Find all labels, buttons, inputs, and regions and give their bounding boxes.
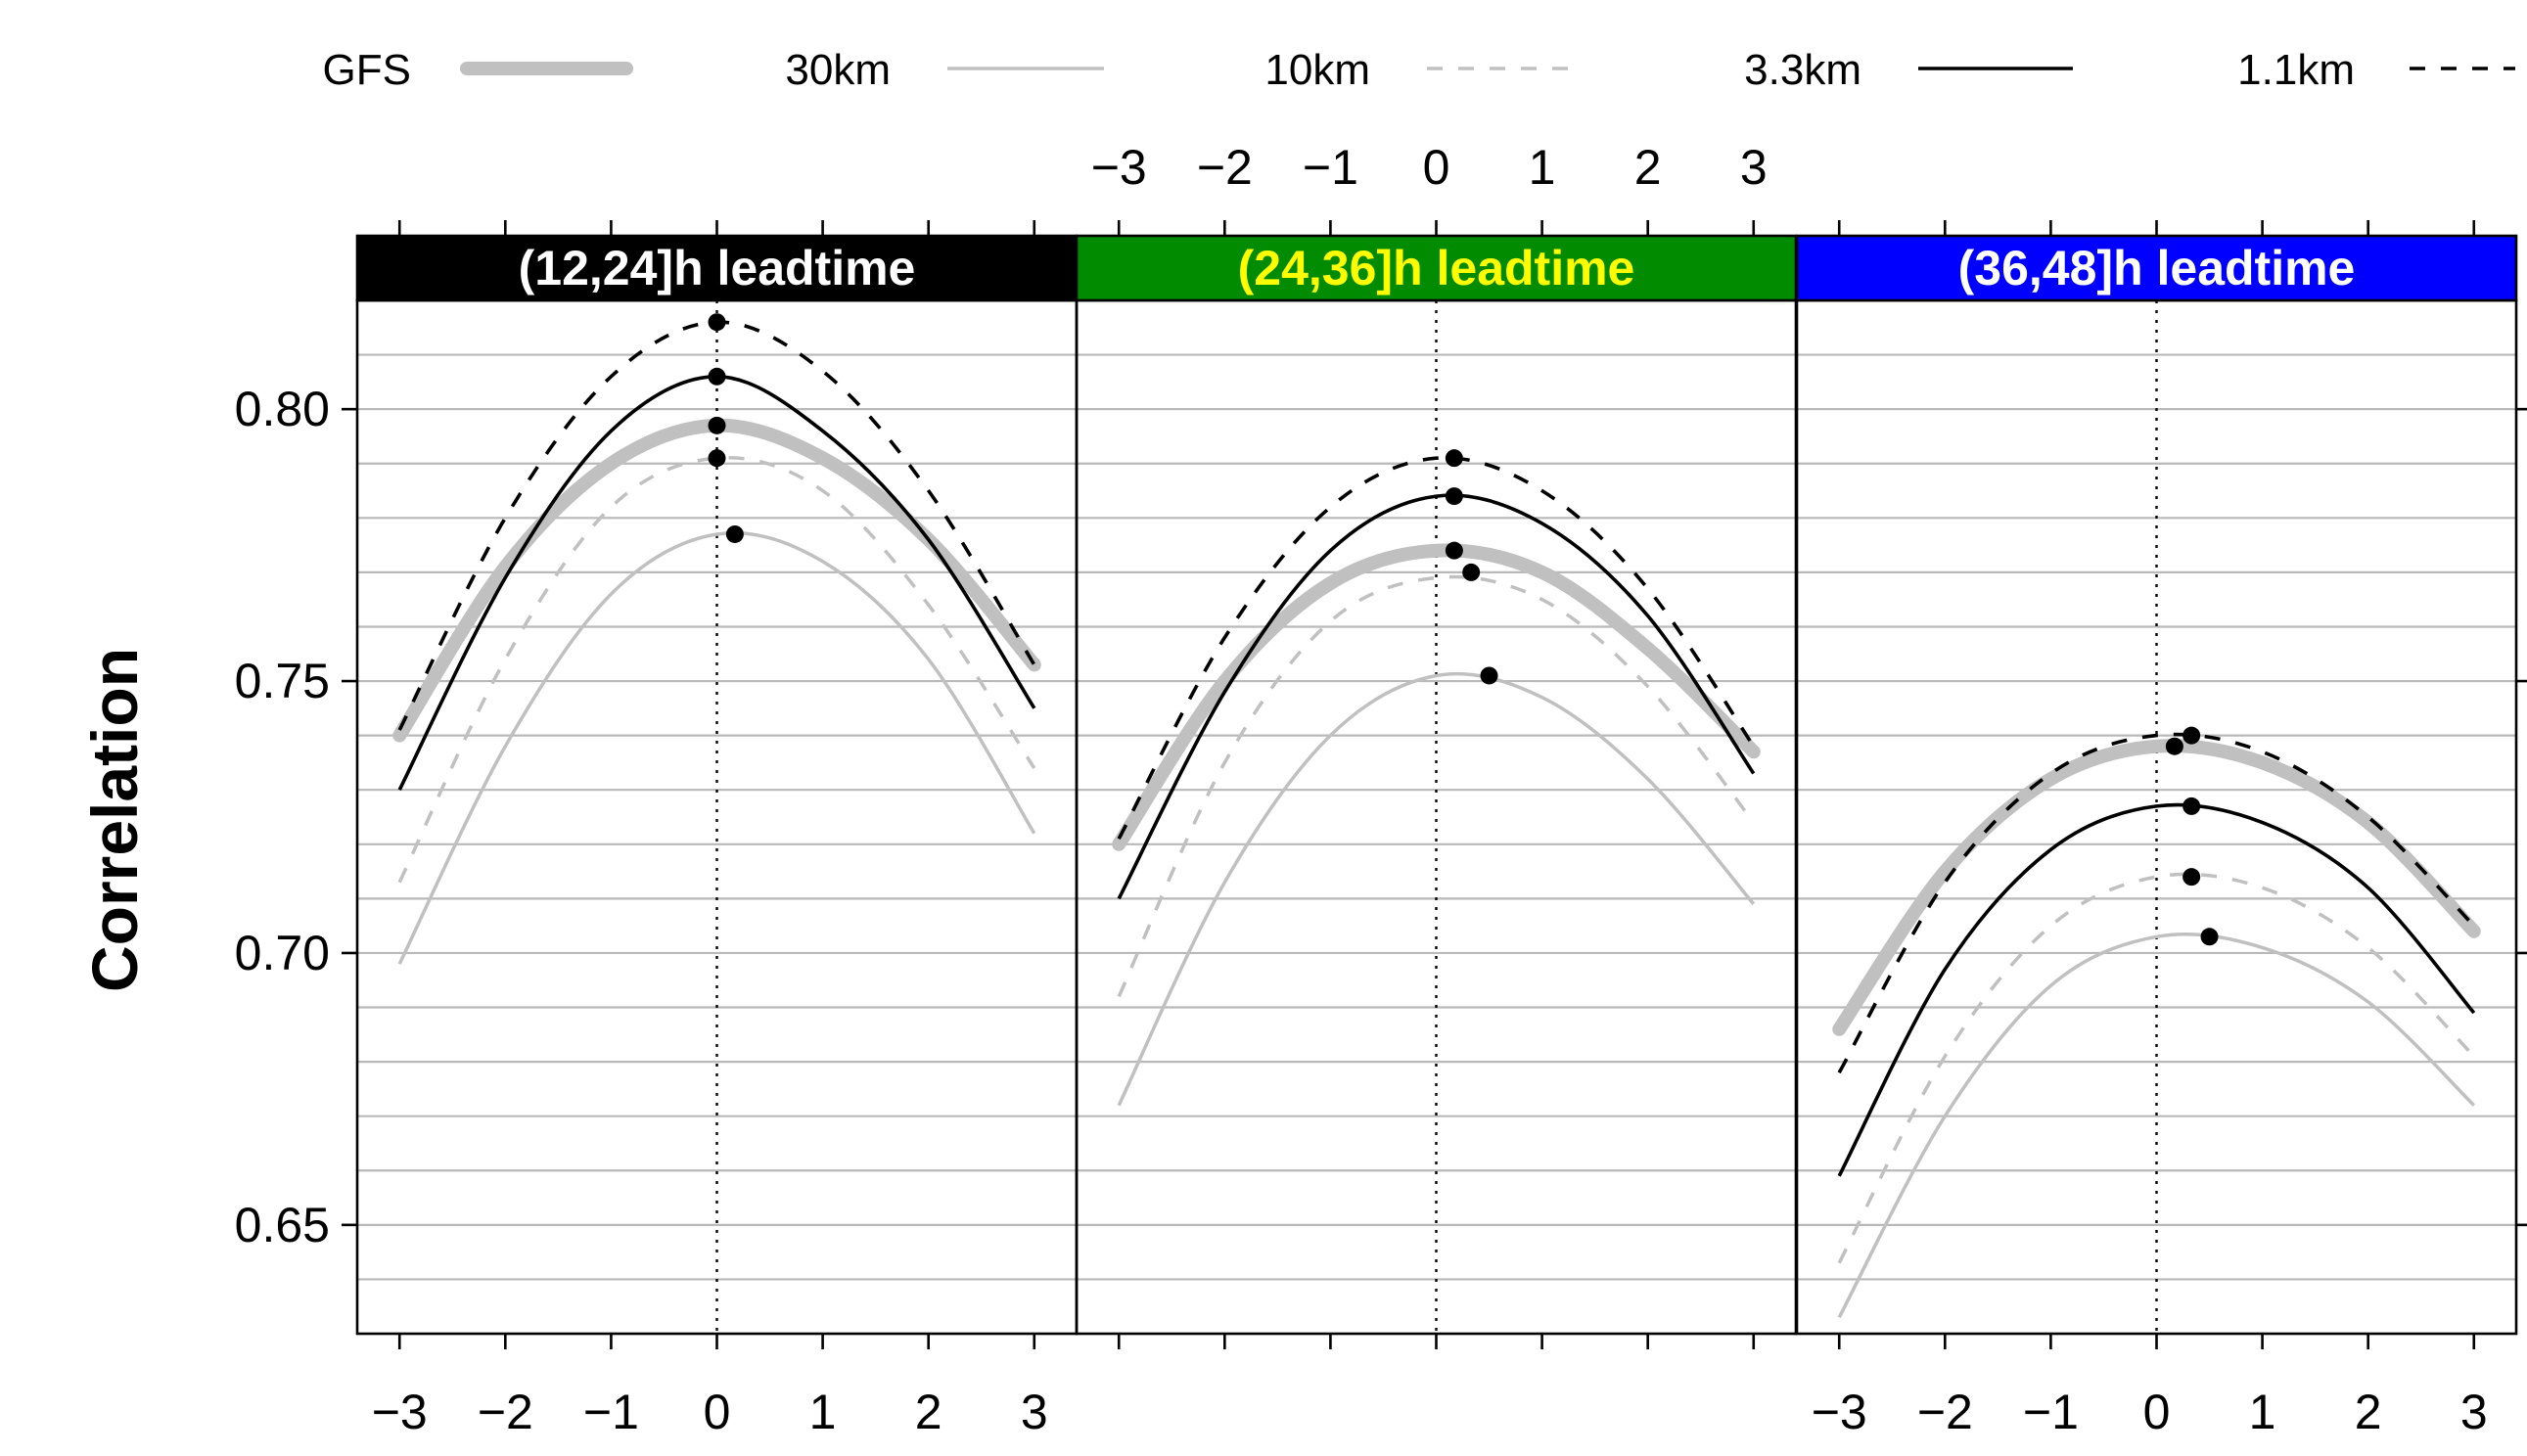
legend-item-gfs: GFS bbox=[323, 46, 633, 94]
x-tick-label: −2 bbox=[1197, 140, 1253, 195]
series-line-gfs bbox=[1832, 739, 2481, 1036]
legend-label: 30km bbox=[785, 46, 891, 94]
y-tick-label: 0.65 bbox=[235, 1198, 330, 1252]
panel-strip-label: (12,24]h leadtime bbox=[519, 241, 916, 296]
x-tick-label: −3 bbox=[1091, 140, 1147, 195]
x-tick-label: 2 bbox=[2355, 1385, 2382, 1439]
series-line-10km bbox=[1837, 872, 2476, 1264]
legend-item-3-3km: 3.3km bbox=[1744, 46, 2073, 94]
panel-strip bbox=[355, 234, 1079, 302]
series-line-1-1km bbox=[1117, 456, 1756, 841]
legend-item-30km: 30km bbox=[785, 46, 1104, 94]
x-tick-label: 0 bbox=[2143, 1385, 2171, 1439]
peak-point-gfs bbox=[2165, 737, 2183, 755]
peak-point-10km bbox=[2182, 868, 2201, 887]
x-tick-label: −3 bbox=[1812, 1385, 1867, 1439]
x-tick-label: 1 bbox=[2249, 1385, 2276, 1439]
panel-2: (24,36]h leadtime bbox=[1075, 220, 1798, 1349]
panel-strip bbox=[1795, 234, 2518, 302]
peak-point-10km bbox=[708, 449, 726, 468]
x-tick-label: −2 bbox=[1917, 1385, 1973, 1439]
series-line-gfs bbox=[1112, 543, 1761, 851]
x-tick-label: −3 bbox=[372, 1385, 428, 1439]
legend-item-1-1km: 1.1km bbox=[2237, 46, 2515, 94]
y-tick-label: 0.80 bbox=[235, 382, 330, 436]
x-tick-label: 1 bbox=[809, 1385, 837, 1439]
peak-point-3-3km bbox=[708, 367, 726, 386]
series-line-3-3km bbox=[1837, 802, 2476, 1177]
panel-frame bbox=[1075, 298, 1798, 1336]
legend-label: 1.1km bbox=[2237, 46, 2355, 94]
peak-point-1-1km bbox=[708, 313, 726, 332]
x-tick-label: 3 bbox=[1740, 140, 1768, 195]
x-tick-label: 0 bbox=[1423, 140, 1450, 195]
peak-point-10km bbox=[1462, 563, 1481, 581]
peak-point-1-1km bbox=[1445, 449, 1463, 468]
x-tick-label: −1 bbox=[2023, 1385, 2079, 1439]
series-line-10km bbox=[397, 456, 1036, 884]
series-line-30km bbox=[1837, 932, 2476, 1319]
y-axis-label: Correlation bbox=[78, 648, 151, 992]
x-tick-label: 3 bbox=[1021, 1385, 1048, 1439]
series-line-30km bbox=[397, 530, 1036, 965]
series-line-10km bbox=[1117, 574, 1756, 998]
plot-area: (12,24]h leadtime (24,36]h leadtime (36,48… bbox=[235, 140, 2527, 1439]
x-tick-label: 0 bbox=[704, 1385, 731, 1439]
peak-point-3-3km bbox=[1445, 487, 1463, 506]
legend-label: 10km bbox=[1264, 46, 1370, 94]
panel-strip-label: (24,36]h leadtime bbox=[1238, 241, 1635, 296]
series-line-30km bbox=[1117, 671, 1756, 1107]
peak-point-1-1km bbox=[2182, 726, 2201, 745]
x-tick-label: −1 bbox=[1303, 140, 1358, 195]
x-tick-label: 3 bbox=[2460, 1385, 2488, 1439]
y-tick-label: 0.75 bbox=[235, 654, 330, 708]
panel-1: (12,24]h leadtime bbox=[355, 220, 1079, 1349]
x-tick-label: −1 bbox=[583, 1385, 639, 1439]
series-line-1-1km bbox=[1837, 732, 2476, 1074]
legend-label: GFS bbox=[323, 46, 411, 94]
peak-point-gfs bbox=[708, 416, 726, 434]
panel-3: (36,48]h leadtime bbox=[1795, 220, 2518, 1349]
legend: GFS 30km 10km 3.3km 1.1km bbox=[323, 46, 2515, 94]
x-tick-label: −2 bbox=[478, 1385, 533, 1439]
legend-item-10km: 10km bbox=[1264, 46, 1568, 94]
peak-point-3-3km bbox=[2182, 796, 2201, 815]
panel-frame bbox=[1795, 298, 2518, 1336]
x-tick-label: 2 bbox=[1634, 140, 1662, 195]
x-tick-label: 2 bbox=[915, 1385, 942, 1439]
gridlines bbox=[357, 353, 2516, 1281]
series-line-3-3km bbox=[1117, 493, 1756, 900]
peak-point-gfs bbox=[1445, 541, 1463, 560]
series-line-gfs bbox=[392, 418, 1041, 743]
peak-point-30km bbox=[1480, 666, 1498, 685]
y-tick-label: 0.70 bbox=[235, 926, 330, 980]
peak-point-30km bbox=[725, 524, 744, 543]
panel-strip-label: (36,48]h leadtime bbox=[1958, 241, 2356, 296]
panel-strip bbox=[1075, 234, 1798, 302]
x-tick-label: 1 bbox=[1529, 140, 1556, 195]
peak-point-30km bbox=[2200, 928, 2219, 946]
legend-label: 3.3km bbox=[1744, 46, 1861, 94]
